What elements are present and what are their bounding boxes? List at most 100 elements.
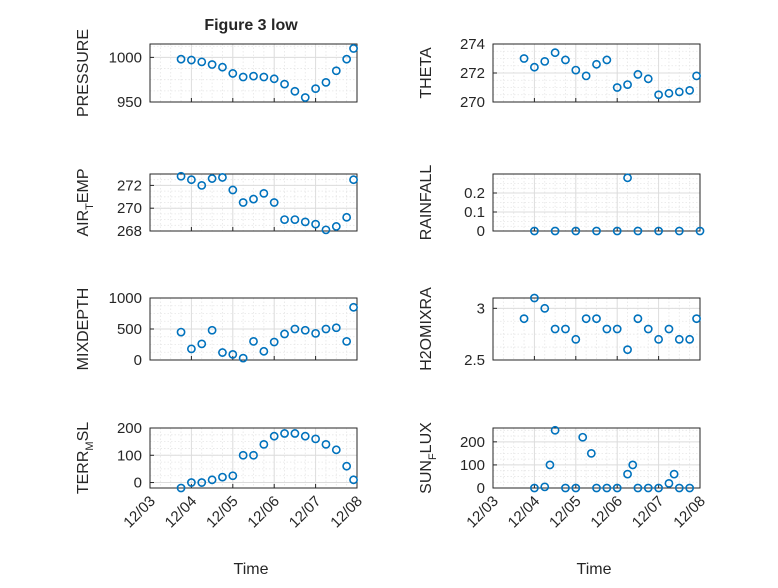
- data-point: [654, 90, 663, 100]
- data-point: [228, 185, 238, 195]
- y-tick-label: 1000: [109, 290, 142, 307]
- x-tick-label: 12/08: [327, 493, 366, 532]
- y-axis-label: THETA: [418, 47, 435, 99]
- data-point: [581, 71, 591, 81]
- subplot-3: 268 270 272 AIRTEMP: [75, 168, 358, 240]
- data-point: [633, 226, 643, 236]
- y-tick-label: 200: [117, 420, 142, 437]
- data-point: [342, 212, 352, 222]
- data-point: [623, 80, 632, 89]
- data-point: [207, 174, 217, 183]
- data-point: [623, 345, 632, 355]
- data-point: [249, 336, 258, 346]
- data-point: [550, 226, 560, 236]
- data-point: [571, 65, 581, 75]
- x-tick-label: 12/05: [203, 493, 242, 532]
- data-point: [633, 314, 643, 324]
- y-axis-label: H2OMIXRA: [418, 287, 435, 371]
- data-point: [540, 303, 550, 313]
- y-tick-label: 2.5: [464, 352, 485, 369]
- data-point: [540, 57, 550, 66]
- data-point: [269, 74, 279, 84]
- data-point: [249, 71, 258, 81]
- y-axis-label: TERRMSL: [75, 422, 96, 494]
- data-point: [349, 175, 358, 185]
- data-point: [228, 69, 238, 78]
- y-tick-label: 0: [477, 480, 485, 497]
- data-point: [561, 483, 570, 493]
- y-axis-label: SUNFLUX: [418, 422, 439, 494]
- data-point: [664, 88, 674, 98]
- axes-box: [492, 173, 701, 232]
- y-tick-label: 500: [117, 321, 142, 338]
- subplot-4: 0 0.1 0.2 RAINFALL: [418, 165, 705, 240]
- data-point: [550, 324, 560, 334]
- data-point: [519, 54, 529, 63]
- data-point: [623, 173, 632, 183]
- data-point: [695, 226, 705, 236]
- axes-box: [492, 297, 701, 361]
- data-point: [269, 337, 279, 347]
- data-point: [674, 87, 684, 97]
- data-point: [311, 328, 320, 338]
- data-point: [290, 215, 300, 224]
- data-point: [692, 71, 701, 81]
- y-tick-label: 272: [117, 177, 142, 194]
- x-tick-label: 12/04: [162, 493, 201, 532]
- data-point: [290, 324, 300, 334]
- data-point: [238, 353, 248, 363]
- y-tick-label: 200: [460, 434, 485, 451]
- data-point: [342, 336, 352, 346]
- data-point: [530, 62, 539, 72]
- y-tick-label: 1000: [109, 49, 142, 66]
- data-point: [311, 434, 320, 444]
- data-point: [592, 314, 601, 324]
- data-point: [207, 60, 217, 69]
- data-point: [280, 329, 289, 339]
- data-point: [290, 429, 300, 438]
- data-point: [664, 478, 674, 488]
- data-point: [592, 483, 601, 493]
- data-point: [571, 334, 581, 344]
- data-point: [321, 439, 331, 449]
- data-point: [218, 472, 227, 482]
- y-tick-label: 950: [117, 94, 142, 111]
- data-point: [218, 173, 227, 182]
- data-point: [342, 461, 352, 471]
- data-point: [540, 482, 550, 492]
- x-tick-label: 12/06: [244, 493, 283, 532]
- data-point: [331, 323, 341, 333]
- data-point: [654, 226, 663, 236]
- y-tick-label: 268: [117, 223, 142, 240]
- data-point: [228, 350, 238, 359]
- data-point: [578, 432, 588, 442]
- data-point: [550, 48, 560, 58]
- data-point: [643, 74, 653, 84]
- y-tick-label: 272: [460, 65, 485, 82]
- data-point: [280, 79, 289, 89]
- data-point: [269, 431, 279, 441]
- data-point: [561, 324, 570, 334]
- data-point: [290, 86, 300, 96]
- data-point: [259, 346, 269, 356]
- data-point: [349, 475, 358, 485]
- axes-box: [149, 173, 358, 232]
- data-point: [519, 314, 529, 324]
- data-point: [349, 302, 358, 312]
- x-axis-label-left: Time: [234, 561, 269, 578]
- y-tick-label: 0.2: [464, 185, 485, 202]
- data-point: [685, 334, 695, 344]
- x-tick-label: 12/05: [546, 493, 585, 532]
- data-point: [612, 83, 622, 92]
- data-point: [249, 450, 258, 460]
- data-point: [259, 439, 269, 449]
- y-tick-label: 3: [477, 300, 485, 317]
- data-point: [561, 55, 570, 65]
- data-point: [321, 324, 331, 334]
- data-point: [300, 93, 310, 102]
- data-point: [197, 57, 207, 67]
- x-tick-label: 12/06: [587, 493, 626, 532]
- y-axis-label: PRESSURE: [75, 29, 92, 117]
